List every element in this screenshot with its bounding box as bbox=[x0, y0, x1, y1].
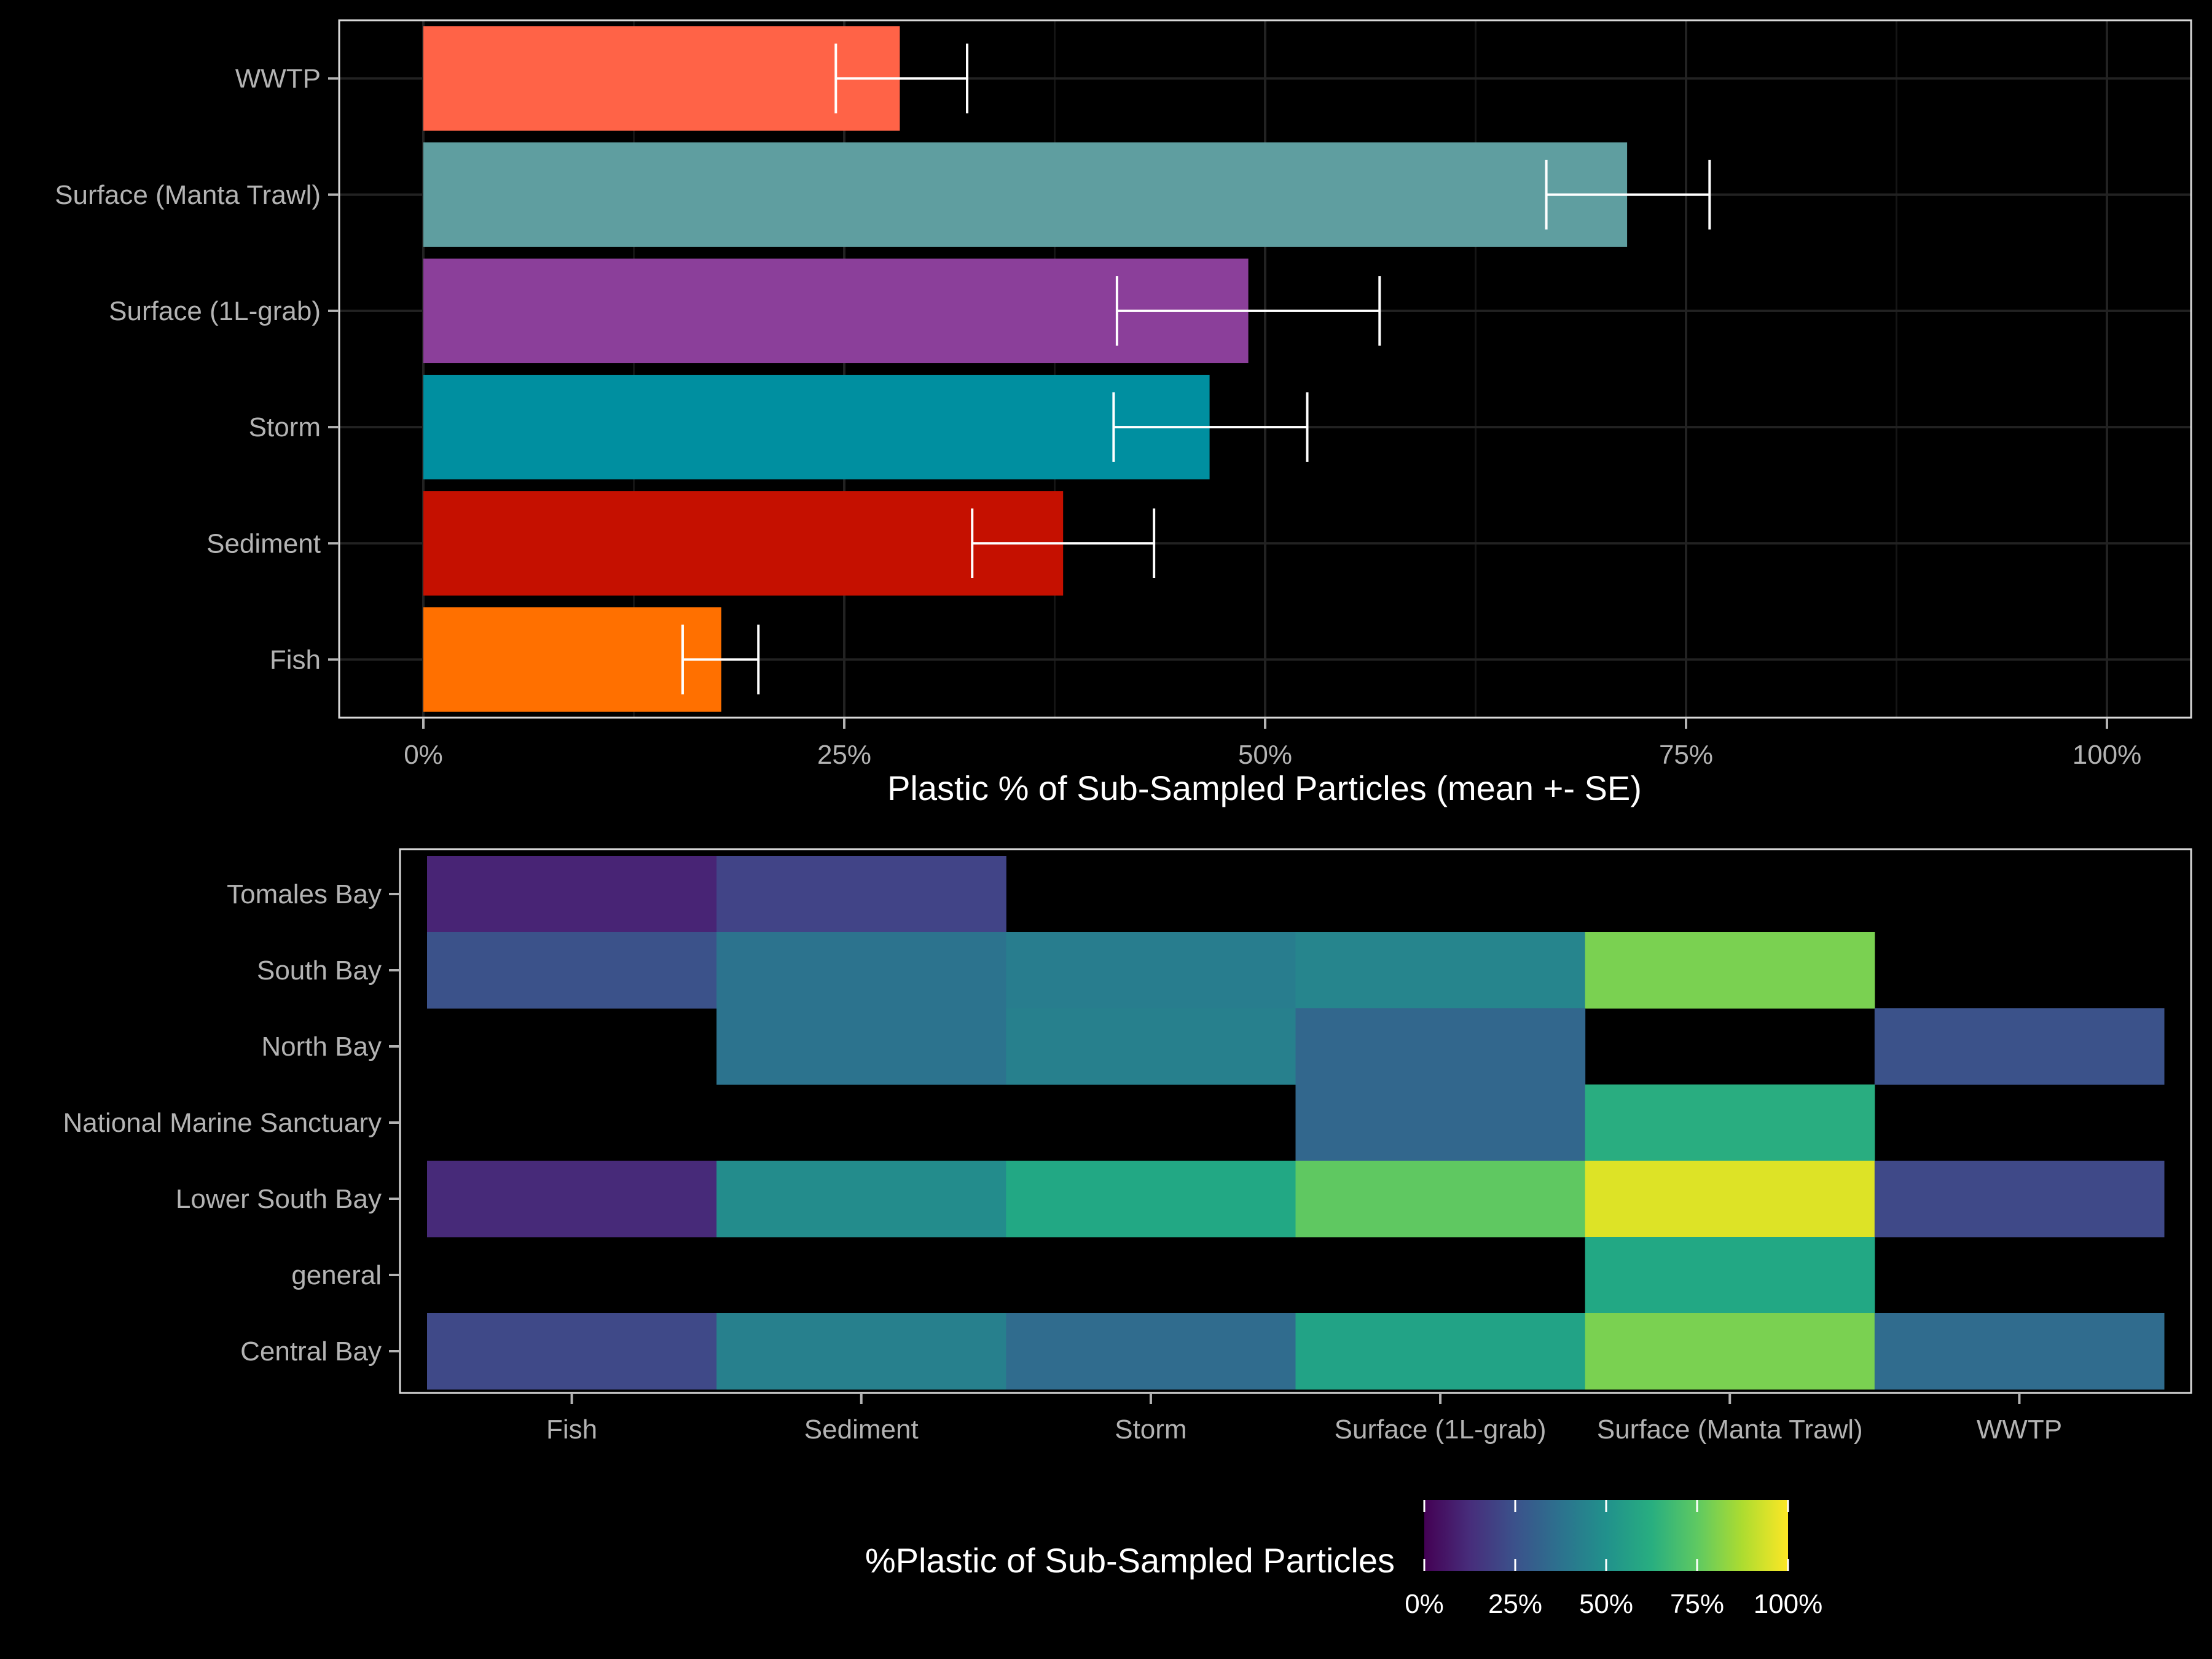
y-tick-label-surface-1l-grab: Surface (1L-grab) bbox=[109, 296, 321, 326]
heatmap-cell-tomales-bay-sediment bbox=[716, 856, 1006, 933]
bar-chart-error-bars bbox=[681, 43, 1711, 695]
heatmap-cell-lower-south-bay-surface-manta-trawl bbox=[1585, 1161, 1875, 1237]
heatmap-cell-north-bay-sediment bbox=[716, 1008, 1006, 1085]
colorbar-tick-label: 100% bbox=[1754, 1589, 1823, 1619]
heatmap-panel: Tomales Bay South Bay North Bay National Ma… bbox=[63, 848, 2192, 1445]
x-tick-label-surface-manta-trawl: Surface (Manta Trawl) bbox=[1597, 1414, 1863, 1445]
bar-chart-x-axis: 0% 25% 50% 75% 100% bbox=[404, 718, 2141, 770]
heatmap-cell-central-bay-storm bbox=[1006, 1313, 1296, 1390]
x-tick-label: 0% bbox=[404, 740, 443, 770]
error-bar-wwtp bbox=[834, 43, 969, 114]
y-tick-label-fish: Fish bbox=[270, 645, 321, 675]
y-tick-label-storm: Storm bbox=[249, 412, 321, 442]
heatmap-cell-general-surface-manta-trawl bbox=[1585, 1237, 1875, 1314]
y-tick-label-general: general bbox=[291, 1260, 382, 1290]
heatmap-cell-north-bay-wwtp bbox=[1874, 1008, 2165, 1085]
bar-surface-manta-trawl bbox=[423, 142, 1628, 247]
y-tick-label-sediment: Sediment bbox=[206, 528, 321, 559]
y-tick-label-lower-south-bay: Lower South Bay bbox=[176, 1184, 382, 1214]
heatmap-cell-national-marine-sanctuary-surface-manta-trawl bbox=[1585, 1084, 1875, 1161]
error-bar-surface-1l-grab bbox=[1115, 276, 1381, 346]
heatmap-cell-central-bay-surface-manta-trawl bbox=[1585, 1313, 1875, 1390]
x-tick-label-surface-1l-grab: Surface (1L-grab) bbox=[1335, 1414, 1547, 1445]
heatmap-cell-central-bay-surface-1l-grab bbox=[1295, 1313, 1586, 1390]
heatmap-cell-lower-south-bay-storm bbox=[1006, 1161, 1296, 1237]
x-tick-label-wwtp: WWTP bbox=[1977, 1414, 2062, 1445]
x-tick-label: 100% bbox=[2073, 740, 2142, 770]
colorbar-ticks: 0% 25% 50% 75% 100% bbox=[1405, 1500, 1822, 1619]
heatmap-cell-central-bay-wwtp bbox=[1874, 1313, 2165, 1390]
error-bar-fish bbox=[681, 624, 760, 695]
heatmap-x-axis: Fish Sediment Storm Surface (1L-grab) Surfac… bbox=[546, 1393, 2062, 1445]
heatmap-cell-tomales-bay-fish bbox=[427, 856, 717, 933]
heatmap-cell-lower-south-bay-surface-1l-grab bbox=[1295, 1161, 1586, 1237]
heatmap-cell-lower-south-bay-wwtp bbox=[1874, 1161, 2165, 1237]
heatmap-cell-south-bay-storm bbox=[1006, 932, 1296, 1009]
error-bar-storm bbox=[1112, 392, 1309, 462]
heatmap-cell-south-bay-sediment bbox=[716, 932, 1006, 1009]
x-tick-label-sediment: Sediment bbox=[804, 1414, 919, 1445]
y-tick-label-national-marine-sanctuary: National Marine Sanctuary bbox=[63, 1108, 382, 1138]
heatmap-y-axis: Tomales Bay South Bay North Bay National Ma… bbox=[63, 879, 400, 1367]
bar-chart-y-axis: WWTP Surface (Manta Trawl) Surface (1L-gra… bbox=[55, 64, 339, 675]
y-tick-label-south-bay: South Bay bbox=[257, 955, 382, 986]
y-tick-label-tomales-bay: Tomales Bay bbox=[227, 879, 382, 909]
colorbar-tick-label: 75% bbox=[1670, 1589, 1724, 1619]
bar-chart-panel: WWTP Surface (Manta Trawl) Surface (1L-gra… bbox=[55, 19, 2192, 807]
bar-wwtp bbox=[423, 26, 900, 131]
heatmap-cell-lower-south-bay-sediment bbox=[716, 1161, 1006, 1237]
heatmap-cell-south-bay-surface-manta-trawl bbox=[1585, 932, 1875, 1009]
y-tick-label-central-bay: Central Bay bbox=[240, 1336, 382, 1367]
error-bar-sediment bbox=[971, 508, 1156, 578]
heatmap-cells bbox=[427, 856, 2165, 1390]
heatmap-cell-north-bay-surface-1l-grab bbox=[1295, 1008, 1586, 1085]
colorbar-legend-title: %Plastic of Sub-Sampled Particles bbox=[865, 1541, 1395, 1580]
bar-chart-x-axis-title: Plastic % of Sub-Sampled Particles (mean… bbox=[887, 769, 1642, 807]
x-tick-label-fish: Fish bbox=[546, 1414, 597, 1445]
x-tick-label: 50% bbox=[1238, 740, 1292, 770]
heatmap-cell-national-marine-sanctuary-surface-1l-grab bbox=[1295, 1084, 1586, 1161]
y-tick-label-wwtp: WWTP bbox=[235, 64, 321, 94]
bar-sediment bbox=[423, 491, 1064, 596]
heatmap-cell-south-bay-fish bbox=[427, 932, 717, 1009]
bar-surface-1l-grab bbox=[423, 258, 1249, 364]
colorbar-tick-label: 25% bbox=[1488, 1589, 1542, 1619]
bar-fish bbox=[423, 607, 721, 712]
heatmap-panel-border bbox=[399, 848, 2192, 1394]
x-tick-label: 25% bbox=[817, 740, 871, 770]
heatmap-cell-lower-south-bay-fish bbox=[427, 1161, 717, 1237]
y-tick-label-north-bay: North Bay bbox=[261, 1032, 382, 1062]
x-tick-label: 75% bbox=[1659, 740, 1713, 770]
heatmap-cell-north-bay-storm bbox=[1006, 1008, 1296, 1085]
y-tick-label-surface-manta-trawl: Surface (Manta Trawl) bbox=[55, 180, 321, 210]
bar-chart-bars bbox=[423, 26, 1628, 712]
heatmap-cell-central-bay-sediment bbox=[716, 1313, 1006, 1390]
bar-storm bbox=[423, 374, 1210, 480]
colorbar-tick-label: 0% bbox=[1405, 1589, 1444, 1619]
heatmap-cell-central-bay-fish bbox=[427, 1313, 717, 1390]
heatmap-cell-south-bay-surface-1l-grab bbox=[1295, 932, 1586, 1009]
colorbar-legend: %Plastic of Sub-Sampled Particles 0% 25% 5… bbox=[865, 1500, 1822, 1619]
colorbar-tick-label: 50% bbox=[1579, 1589, 1633, 1619]
x-tick-label-storm: Storm bbox=[1115, 1414, 1186, 1445]
error-bar-surface-manta-trawl bbox=[1545, 160, 1711, 230]
